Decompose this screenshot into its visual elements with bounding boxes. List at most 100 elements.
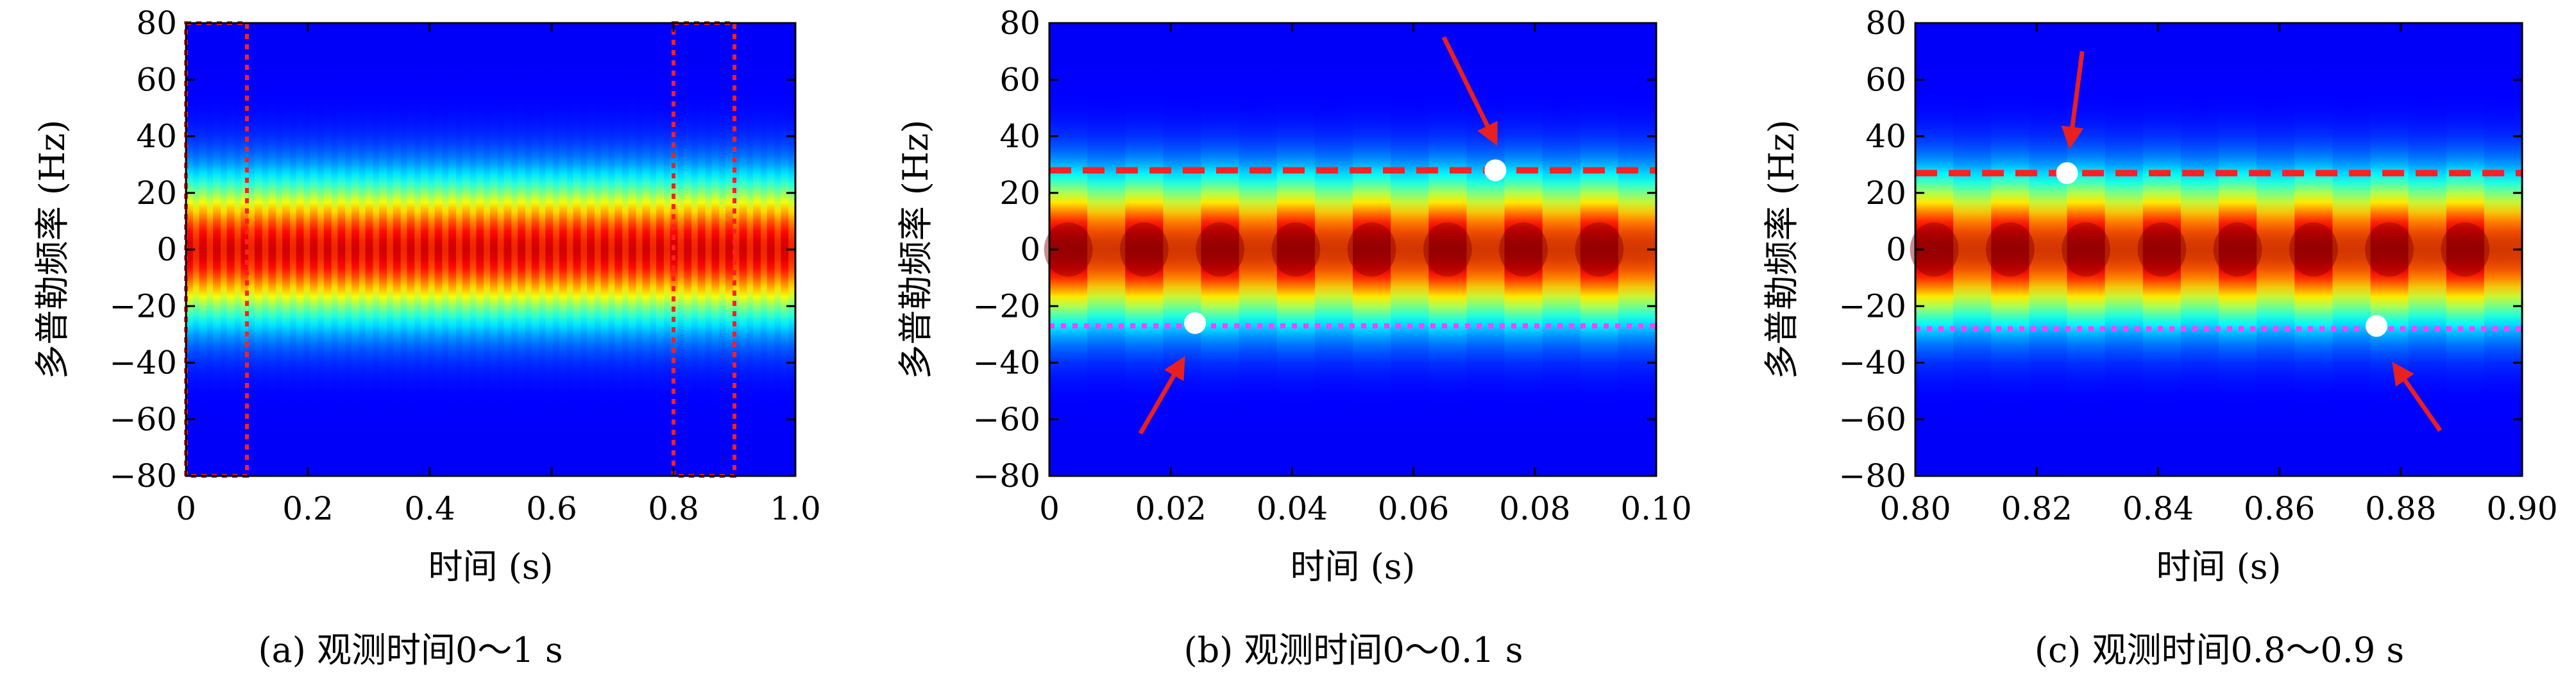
x-tick-label: 0.08 <box>1499 490 1570 527</box>
heatmap-modulation-band <box>414 23 421 476</box>
y-tick-label: 40 <box>1865 118 1906 155</box>
y-tick-label: −40 <box>972 344 1040 382</box>
heatmap-modulation-band <box>580 23 588 476</box>
x-tick-label: 0.82 <box>2001 490 2072 527</box>
annotation-arrow <box>2392 362 2443 432</box>
marker-point <box>2056 162 2078 184</box>
x-tick-label: 0 <box>1039 490 1060 527</box>
heatmap-modulation-band <box>484 23 490 476</box>
x-tick-label: 0 <box>176 490 196 527</box>
y-tick-label: 80 <box>136 4 177 42</box>
heatmap-modulation-band <box>276 23 283 476</box>
y-tick-label: 40 <box>999 118 1040 155</box>
heatmap-modulation-band <box>1087 23 1126 476</box>
heatmap-modulation-band <box>539 23 546 476</box>
heatmap-modulation-band <box>2257 23 2295 476</box>
x-tick-label: 0.4 <box>404 490 455 527</box>
marker-point <box>1184 312 1207 334</box>
heatmap-modulation-band <box>303 23 310 476</box>
heatmap-modulation-band <box>373 23 380 476</box>
annotation-arrow <box>1441 36 1498 146</box>
heatmap-modulation-band <box>442 23 449 476</box>
heatmap-modulation-band <box>1314 23 1353 476</box>
heatmap-modulation-band <box>566 23 573 476</box>
y-tick-label: 80 <box>1865 4 1906 42</box>
heatmap-peak-core <box>2441 222 2490 277</box>
y-tick-label: 0 <box>157 231 177 268</box>
heatmap-modulation-band <box>2029 23 2067 476</box>
y-tick-label: −40 <box>1838 344 1906 382</box>
y-tick-label: −60 <box>109 401 177 438</box>
heatmap-modulation-band <box>691 23 698 476</box>
heatmap-modulation-band <box>456 23 462 476</box>
heatmap-modulation-band <box>1953 23 1992 476</box>
heatmap-modulation-band <box>719 23 725 476</box>
heatmap-peak-core <box>1196 222 1244 277</box>
heatmap-modulation-band <box>289 23 296 476</box>
y-tick-label: −20 <box>1838 287 1906 325</box>
heatmap-modulation-band <box>220 23 227 476</box>
x-axis-label: 时间 (s) <box>428 546 553 587</box>
y-tick-label: 80 <box>999 4 1040 42</box>
heatmap-peak-core <box>1347 222 1396 277</box>
heatmap-peak-core <box>1499 222 1548 277</box>
heatmap-modulation-band <box>1239 23 1277 476</box>
y-tick-label: 20 <box>999 174 1040 212</box>
x-tick-label: 0.80 <box>1879 490 1951 527</box>
x-tick-label: 0.02 <box>1135 490 1207 527</box>
panel-caption: (b) 观测时间0～0.1 s <box>1184 630 1523 670</box>
heatmap-modulation-band <box>636 23 643 476</box>
heatmap-modulation-band <box>2332 23 2371 476</box>
x-tick-label: 0.6 <box>526 490 577 527</box>
heatmap-modulation-band <box>359 23 366 476</box>
heatmap-modulation-band <box>2408 23 2446 476</box>
x-tick-label: 0.2 <box>282 490 334 527</box>
marker-point <box>2365 315 2387 337</box>
x-axis-label: 时间 (s) <box>1290 546 1415 587</box>
marker-point <box>1484 159 1507 182</box>
y-tick-label: 40 <box>136 118 177 155</box>
x-tick-label: 0.8 <box>648 490 699 527</box>
heatmap-peak-core <box>1271 222 1321 277</box>
x-tick-label: 0.88 <box>2365 490 2436 527</box>
x-axis-label: 时间 (s) <box>2156 546 2281 587</box>
heatmap-modulation-band <box>525 23 532 476</box>
heatmap-modulation-band <box>608 23 615 476</box>
heatmap-peak-core <box>1044 222 1093 277</box>
heatmap-modulation-band <box>774 23 781 476</box>
heatmap-modulation-band <box>761 23 767 476</box>
heatmap-modulation-band <box>1391 23 1429 476</box>
x-tick-label: 0.84 <box>2123 490 2194 527</box>
panel-caption: (c) 观测时间0.8～0.9 s <box>2035 630 2404 670</box>
y-tick-label: 60 <box>1865 61 1906 98</box>
x-tick-label: 0.10 <box>1620 490 1691 527</box>
x-tick-label: 0.04 <box>1257 490 1328 527</box>
heatmap-modulation-band <box>747 23 754 476</box>
heatmap-modulation-band <box>1542 23 1580 476</box>
heatmap-modulation-band <box>331 23 338 476</box>
heatmap-modulation-band <box>207 23 214 476</box>
heatmap-modulation-band <box>622 23 629 476</box>
y-axis-label: 多普勒频率 (Hz) <box>1761 120 1802 380</box>
heatmap-peak-core <box>1119 222 1169 277</box>
y-tick-label: −20 <box>109 287 177 325</box>
x-tick-label: 0.90 <box>2486 490 2557 527</box>
heatmap-modulation-band <box>400 23 407 476</box>
heatmap-peak-core <box>2289 222 2338 277</box>
heatmap-modulation-band <box>1163 23 1201 476</box>
x-tick-label: 0.06 <box>1378 490 1449 527</box>
y-tick-label: −80 <box>972 457 1040 495</box>
heatmap-peak-core <box>1985 222 2035 277</box>
y-tick-label: 0 <box>1020 231 1040 268</box>
y-tick-label: −60 <box>1838 401 1906 438</box>
heatmap-peak-core <box>1575 222 1624 277</box>
y-axis-label: 多普勒频率 (Hz) <box>32 120 72 380</box>
heatmap-modulation-band <box>650 23 657 476</box>
heatmap-modulation-band <box>677 23 684 476</box>
heatmap-modulation-band <box>663 23 670 476</box>
heatmap-modulation-band <box>262 23 269 476</box>
y-tick-label: −80 <box>1838 457 1906 495</box>
x-tick-label: 1.0 <box>770 490 821 527</box>
